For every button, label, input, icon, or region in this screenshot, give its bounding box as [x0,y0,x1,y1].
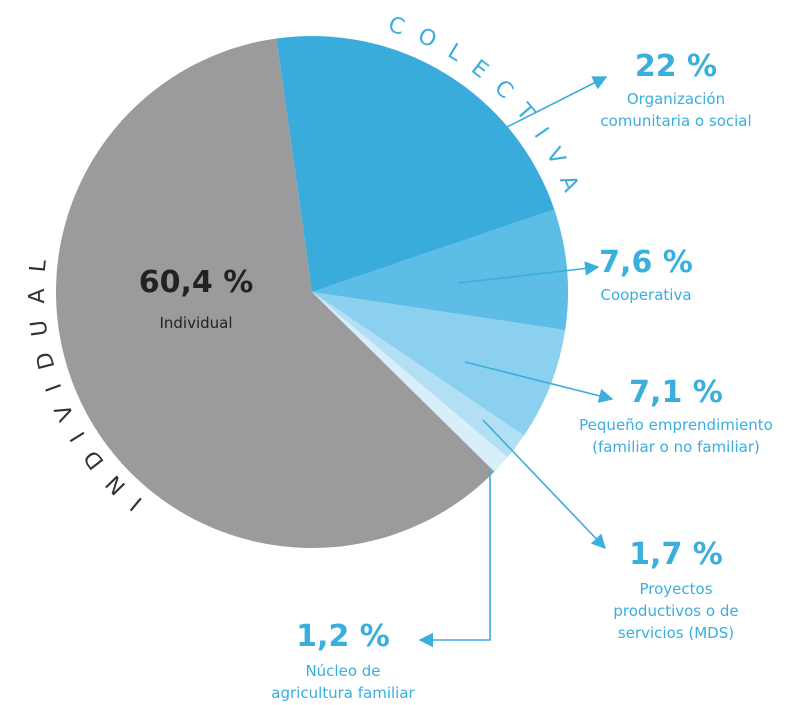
value-label: 1,7 % [629,537,723,572]
value-label: 7,1 % [629,375,723,410]
pie-slice [312,292,508,472]
category-label: Organización comunitaria o social [600,90,752,130]
pie-slice [55,38,495,549]
category-label: Cooperativa [600,286,692,304]
value-label: 1,2 % [296,619,390,654]
leader-arrow [464,361,614,403]
pie-slice [312,292,524,458]
value-label: 22 % [634,49,718,84]
pie-slice [312,209,568,331]
pie-slice [312,292,566,436]
leader-arrow [457,261,600,284]
leader-arrow [482,419,606,550]
category-label: Individual [159,314,233,332]
category-label: Núcleo de agricultura familiar [271,662,415,702]
leader-arrow [504,76,608,129]
leader-arrow [418,470,491,648]
pie-slice [276,36,555,292]
category-label: Proyectos productivos o de servicios (MD… [613,580,739,642]
category-label: Pequeño emprendimiento (familiar o no fa… [579,416,773,456]
value-label: 60,4 % [138,265,254,300]
value-label: 7,6 % [599,245,693,280]
